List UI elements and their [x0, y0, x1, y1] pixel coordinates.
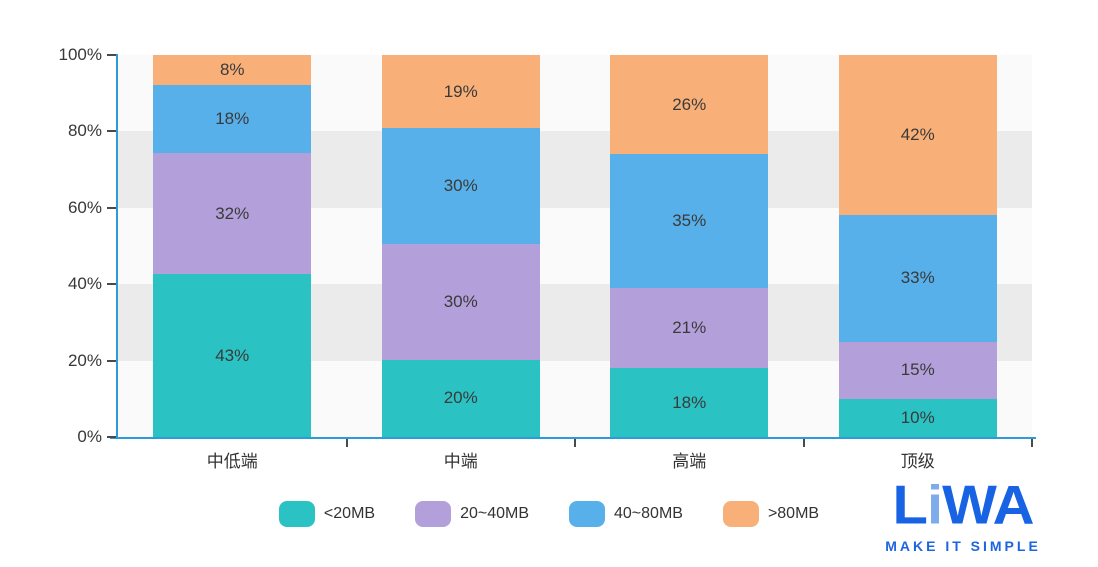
- x-axis-tick: [802, 439, 805, 447]
- bar-value-label: 20%: [443, 388, 478, 408]
- bar-value-label: 8%: [219, 60, 245, 80]
- y-axis-label: 100%: [58, 45, 102, 64]
- legend-item-20-40mb: 20~40MB: [415, 501, 529, 527]
- legend-item-gt80mb: >80MB: [722, 501, 820, 527]
- x-axis-tick: [345, 439, 348, 447]
- bar-segment: 35%: [610, 154, 769, 289]
- bar-segment: 10%: [838, 398, 997, 437]
- logo-letter: W: [942, 474, 994, 537]
- bar-value-label: 33%: [900, 268, 935, 288]
- logo-wordmark: LiWA: [862, 478, 1064, 533]
- x-axis-tick: [574, 439, 576, 447]
- bar-1: 43% 32% 18% 8%: [153, 55, 312, 437]
- y-axis-label: 40%: [67, 274, 102, 294]
- y-axis-tick: [107, 436, 116, 438]
- logo-letter: L: [892, 474, 928, 537]
- bar-4: 10% 15% 33% 42%: [838, 55, 997, 437]
- y-axis-label: 20%: [67, 350, 102, 370]
- bar-value-label: 18%: [215, 109, 250, 129]
- legend-swatch-purple: [415, 501, 452, 527]
- bar-3: 18% 21% 35% 26%: [610, 55, 769, 437]
- x-axis-category-row: 中低端 中端 高端 顶级: [118, 447, 1032, 472]
- legend-item-40-80mb: 40~80MB: [569, 501, 683, 527]
- bar-segment: 15%: [838, 341, 997, 399]
- y-axis-tick: [107, 130, 116, 133]
- bar-value-label: 10%: [900, 407, 935, 427]
- category-label: 中低端: [206, 452, 258, 471]
- bar-segment: 32%: [153, 153, 312, 275]
- bar-segment: 30%: [381, 128, 540, 245]
- y-axis-label: 60%: [67, 197, 102, 217]
- liwa-logo: LiWA MAKE IT SIMPLE: [862, 478, 1064, 555]
- y-axis-line: [116, 54, 118, 439]
- logo-letter: A: [992, 474, 1035, 537]
- y-axis-tick: [107, 54, 116, 56]
- legend-label: 20~40MB: [460, 505, 529, 522]
- bar-segment: 30%: [381, 244, 540, 360]
- bar-segment: 19%: [381, 55, 540, 129]
- x-axis-line: [110, 437, 1036, 439]
- y-axis-tick: [107, 283, 116, 286]
- category-label: 高端: [672, 452, 707, 471]
- bar-segment: 21%: [610, 288, 769, 369]
- bar-value-label: 43%: [215, 345, 250, 365]
- bar-segment: 18%: [153, 85, 312, 154]
- y-axis-label: 80%: [67, 121, 102, 141]
- bar-segment: 43%: [153, 274, 312, 437]
- bar-segment: 18%: [610, 368, 769, 437]
- bar-value-label: 15%: [900, 360, 935, 380]
- y-axis-tick: [107, 359, 116, 362]
- bar-value-label: 30%: [443, 291, 478, 311]
- legend-swatch-teal: [278, 501, 315, 527]
- legend-label: 40~80MB: [614, 505, 683, 522]
- legend-label: <20MB: [323, 505, 376, 522]
- legend-swatch-orange: [722, 501, 759, 527]
- bar-value-label: 42%: [900, 125, 935, 145]
- bar-segment: 33%: [838, 215, 997, 342]
- bar-value-label: 35%: [672, 211, 707, 231]
- x-axis-tick: [1031, 439, 1033, 447]
- bar-value-label: 26%: [672, 94, 707, 114]
- y-axis-tick: [107, 206, 116, 209]
- plot-area: 100% 80% 60% 40% 20% 0% 43% 32% 18% 8% 20% 30…: [59, 45, 1036, 471]
- y-axis-label: 0%: [77, 427, 102, 446]
- category-label: 中端: [443, 452, 478, 471]
- legend-swatch-blue: [569, 501, 605, 527]
- bar-value-label: 32%: [215, 203, 250, 223]
- bar-segment: 8%: [153, 55, 312, 86]
- bar-value-label: 18%: [672, 392, 707, 412]
- logo-tagline: MAKE IT SIMPLE: [885, 538, 1041, 555]
- bar-segment: 26%: [610, 55, 769, 155]
- legend: <20MB 20~40MB 40~80MB >80MB: [0, 501, 1098, 527]
- legend-label: >80MB: [767, 505, 820, 522]
- bar-value-label: 30%: [443, 176, 478, 196]
- bar-segment: 42%: [838, 55, 997, 216]
- category-label: 顶级: [900, 452, 935, 471]
- legend-item-lt20mb: <20MB: [278, 501, 376, 527]
- bar-2: 20% 30% 30% 19%: [381, 55, 540, 437]
- bar-value-label: 21%: [672, 318, 707, 338]
- bars-layer: 43% 32% 18% 8% 20% 30% 30% 19% 18% 21% 35% 26% 10% 15…: [118, 55, 1032, 437]
- bar-value-label: 19%: [443, 81, 478, 101]
- bar-segment: 20%: [381, 359, 540, 437]
- logo-letter: i: [926, 474, 943, 537]
